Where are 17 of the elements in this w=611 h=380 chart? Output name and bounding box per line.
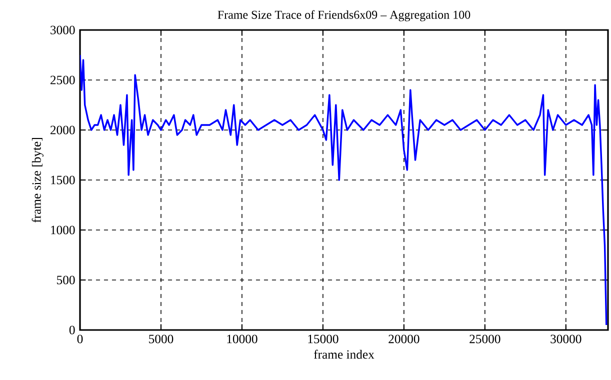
- x-tick-label: 25000: [470, 334, 500, 344]
- x-tick-label: 20000: [388, 334, 420, 344]
- y-tick-label: 500: [57, 276, 75, 284]
- y-tick-label: 2500: [50, 76, 75, 84]
- x-tick-label: 5000: [149, 334, 174, 344]
- x-tick-label: 30000: [550, 334, 582, 344]
- y-tick-label: 1000: [51, 226, 75, 234]
- x-tick-label: 0: [77, 334, 83, 344]
- x-axis-title: frame index: [314, 350, 374, 359]
- y-axis-title: frame size [byte]: [32, 138, 44, 223]
- x-tick-label: 15000: [308, 334, 338, 344]
- x-tick-label: 10000: [227, 334, 258, 344]
- y-tick-label: 1500: [51, 176, 75, 184]
- y-tick-label: 0: [69, 326, 75, 334]
- chart-title: Frame Size Trace of Friends6x09 – Aggregation 100: [218, 10, 470, 22]
- y-tick-label: 2000: [50, 126, 75, 134]
- y-tick-label: 3000: [50, 26, 75, 34]
